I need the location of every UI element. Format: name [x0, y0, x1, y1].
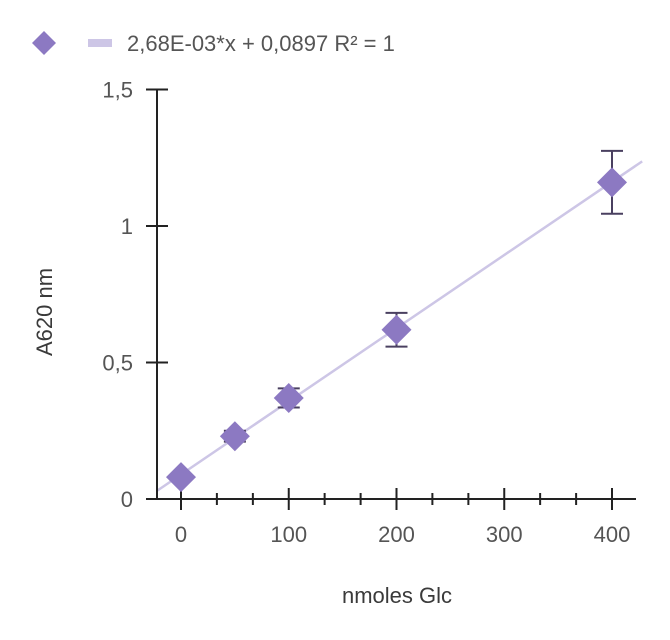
- data-point: [273, 382, 304, 413]
- legend-trendline-swatch: [88, 39, 112, 47]
- legend-series-marker: [32, 31, 56, 55]
- x-tick-label: 0: [175, 522, 187, 547]
- x-axis-title: nmoles Glc: [342, 583, 452, 608]
- y-tick-label: 0: [121, 487, 133, 512]
- y-tick-label: 1: [121, 214, 133, 239]
- y-tick-label: 1,5: [102, 78, 133, 103]
- x-tick-label: 200: [378, 522, 415, 547]
- data-point: [219, 421, 250, 452]
- y-axis-title: A620 nm: [32, 268, 57, 356]
- legend: 2,68E-03*x + 0,0897 R² = 1: [32, 31, 395, 56]
- data-point: [381, 314, 412, 345]
- data-point: [166, 462, 196, 493]
- y-tick-label: 0,5: [102, 351, 133, 376]
- plot-area: 0 0,5 1 1,5 0 100 200 300 400: [102, 78, 643, 547]
- x-tick-label: 100: [270, 522, 307, 547]
- x-tick-label: 300: [486, 522, 523, 547]
- legend-trendline-label: 2,68E-03*x + 0,0897 R² = 1: [127, 31, 395, 56]
- data-point: [597, 167, 627, 198]
- x-tick-label: 400: [594, 522, 631, 547]
